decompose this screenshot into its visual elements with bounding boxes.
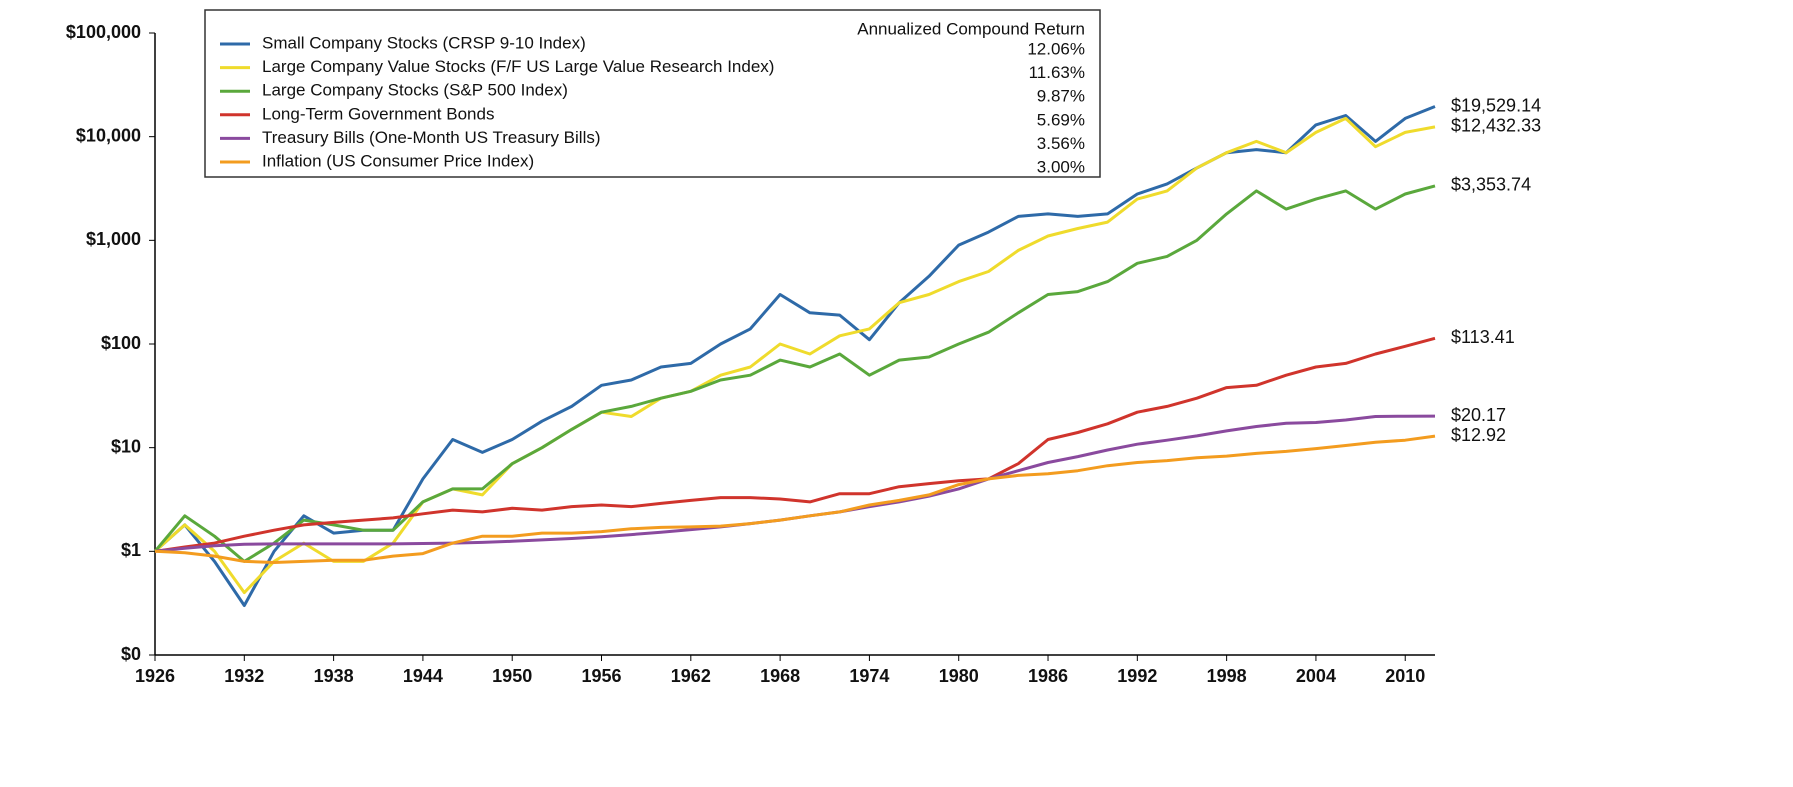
series-line (154, 434, 1436, 564)
x-tick-label: 1932 (224, 666, 264, 686)
end-value-label: $3,353.74 (1451, 175, 1531, 195)
legend-label: Large Company Value Stocks (F/F US Large… (262, 57, 774, 76)
legend-label: Treasury Bills (One-Month US Treasury Bi… (262, 128, 601, 147)
y-tick-label: $0 (121, 644, 141, 664)
x-tick-label: 2010 (1385, 666, 1425, 686)
x-tick-label: 1956 (581, 666, 621, 686)
legend-return: 3.56% (1037, 134, 1085, 153)
series-line (154, 105, 1436, 607)
x-tick-label: 2004 (1296, 666, 1336, 686)
x-tick-label: 1944 (403, 666, 443, 686)
x-tick-label: 1974 (849, 666, 889, 686)
legend-box (204, 9, 1101, 178)
legend-return: 5.69% (1037, 110, 1085, 129)
legend-return: 11.63% (1029, 63, 1085, 82)
x-tick-label: 1950 (492, 666, 532, 686)
end-value-label: $12,432.33 (1451, 116, 1541, 136)
legend-label: Inflation (US Consumer Price Index) (262, 151, 534, 170)
legend-label: Long-Term Government Bonds (262, 104, 494, 123)
x-tick-label: 1980 (939, 666, 979, 686)
y-tick-label: $100 (101, 333, 141, 353)
x-tick-label: 1986 (1028, 666, 1068, 686)
y-tick-label: $10,000 (76, 125, 141, 145)
end-value-label: $12.92 (1451, 425, 1506, 445)
legend-return: 9.87% (1037, 87, 1085, 106)
end-value-label: $19,529.14 (1451, 95, 1541, 115)
legend-label: Small Company Stocks (CRSP 9-10 Index) (262, 33, 586, 52)
y-tick-label: $1 (121, 540, 141, 560)
legend-title: Annualized Compound Return (857, 19, 1085, 38)
x-tick-label: 1968 (760, 666, 800, 686)
y-tick-label: $100,000 (66, 22, 141, 42)
series-line (154, 336, 1436, 553)
legend-label: Large Company Stocks (S&P 500 Index) (262, 81, 568, 100)
end-value-label: $20.17 (1451, 405, 1506, 425)
x-tick-label: 1926 (135, 666, 175, 686)
y-tick-label: $1,000 (86, 229, 141, 249)
x-tick-label: 1998 (1207, 666, 1247, 686)
x-tick-label: 1992 (1117, 666, 1157, 686)
x-tick-label: 1962 (671, 666, 711, 686)
series-line (153, 184, 1436, 563)
x-tick-label: 1938 (314, 666, 354, 686)
legend-return: 3.00% (1037, 157, 1085, 176)
legend-return: 12.06% (1027, 39, 1085, 58)
y-tick-label: $10 (111, 436, 141, 456)
end-value-label: $113.41 (1451, 327, 1515, 347)
